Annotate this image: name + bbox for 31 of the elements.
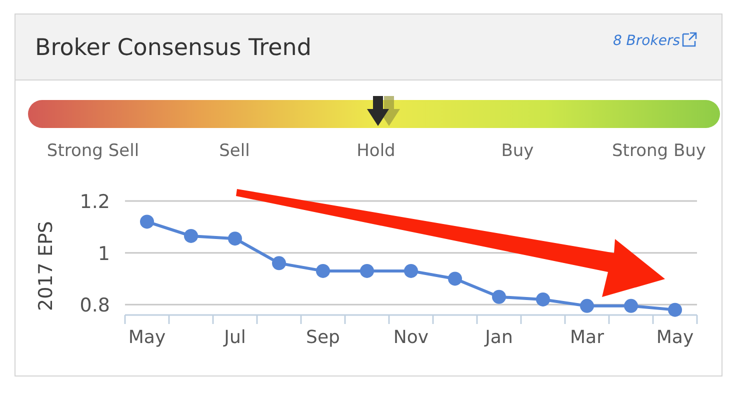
point (184, 228, 198, 243)
point (580, 298, 594, 313)
text: Broker Consensus Trend (35, 35, 312, 61)
point (624, 298, 638, 313)
x-tick-label: Jul (223, 327, 246, 348)
y-tick-label: 1.2 (80, 191, 110, 213)
point (492, 290, 506, 304)
y-tick-label: 1 (98, 242, 110, 265)
point (228, 232, 242, 246)
point (272, 256, 286, 270)
category-label: Strong Sell (46, 141, 140, 161)
category-label: Strong Buy (612, 141, 706, 161)
point (404, 264, 418, 278)
y-axis-title: 2017 EPS (35, 221, 57, 311)
point (668, 302, 682, 317)
point (448, 272, 462, 286)
category-label: Buy (501, 141, 534, 161)
x-tick-label: May (656, 327, 694, 348)
category-label: Hold (356, 141, 396, 161)
y-tick-label: 0.8 (80, 294, 110, 317)
point (360, 264, 374, 278)
point (536, 292, 550, 306)
x-tick-label: May (128, 327, 166, 348)
point (316, 264, 330, 278)
x-tick-label: Sep (306, 327, 340, 348)
category-label: Sell (219, 141, 250, 161)
point (140, 214, 154, 229)
x-tick-label: Mar (570, 327, 605, 348)
x-tick-label: Nov (393, 327, 429, 348)
x-tick-label: Jan (484, 327, 513, 348)
text: 8 Brokers (612, 33, 680, 49)
